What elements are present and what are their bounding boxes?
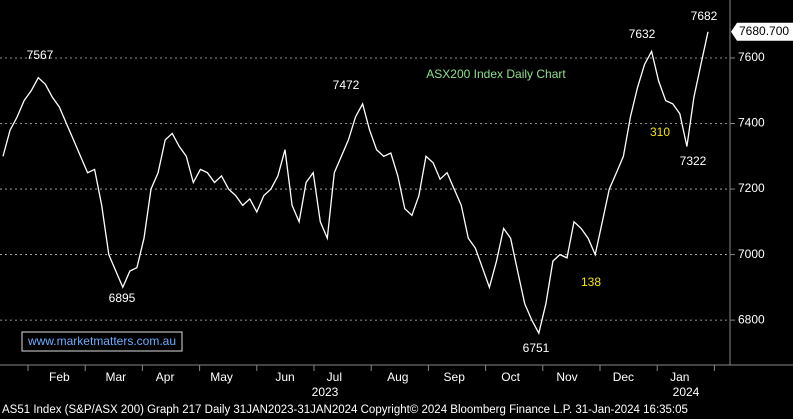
y-tick-label: 7400 — [738, 116, 765, 130]
footer: AS51 Index (S&P/ASX 200) Graph 217 Daily… — [2, 404, 688, 416]
annotation: 7472 — [333, 78, 360, 92]
x-tick-label: Apr — [156, 370, 175, 384]
year-label: 2023 — [312, 385, 339, 399]
x-tick-label: Mar — [105, 370, 126, 384]
annotation: 7322 — [680, 154, 707, 168]
x-tick-label: Jun — [275, 370, 294, 384]
chart-title: ASX200 Index Daily Chart — [426, 67, 566, 81]
x-tick-label: Jan — [670, 370, 689, 384]
x-tick-label: Dec — [613, 370, 634, 384]
x-tick-label: Jul — [327, 370, 342, 384]
year-label: 2024 — [673, 385, 700, 399]
x-tick-label: Oct — [501, 370, 520, 384]
annotation: 7632 — [629, 27, 656, 41]
last-price-tag — [731, 22, 793, 41]
annotation: 7682 — [691, 9, 718, 23]
x-tick-label: May — [210, 370, 233, 384]
x-tick-label: Sep — [444, 370, 466, 384]
annotation: 138 — [581, 275, 601, 289]
watermark-box — [21, 331, 183, 352]
x-tick-label: Aug — [387, 370, 408, 384]
y-tick-label: 6800 — [738, 312, 765, 326]
y-tick-label: 7000 — [738, 247, 765, 261]
annotation: 6751 — [523, 341, 550, 355]
annotation: 6895 — [109, 291, 136, 305]
x-tick-label: Feb — [49, 370, 70, 384]
watermark: www.marketmatters.com.au — [27, 334, 176, 348]
y-tick-label: 7200 — [738, 181, 765, 195]
price-line — [2, 31, 709, 336]
x-tick-label: Nov — [556, 370, 577, 384]
last-price-label: 7680.700 — [739, 24, 789, 38]
y-tick-label: 7600 — [738, 50, 765, 64]
annotation: 7567 — [27, 48, 54, 62]
annotation: 310 — [650, 125, 670, 139]
